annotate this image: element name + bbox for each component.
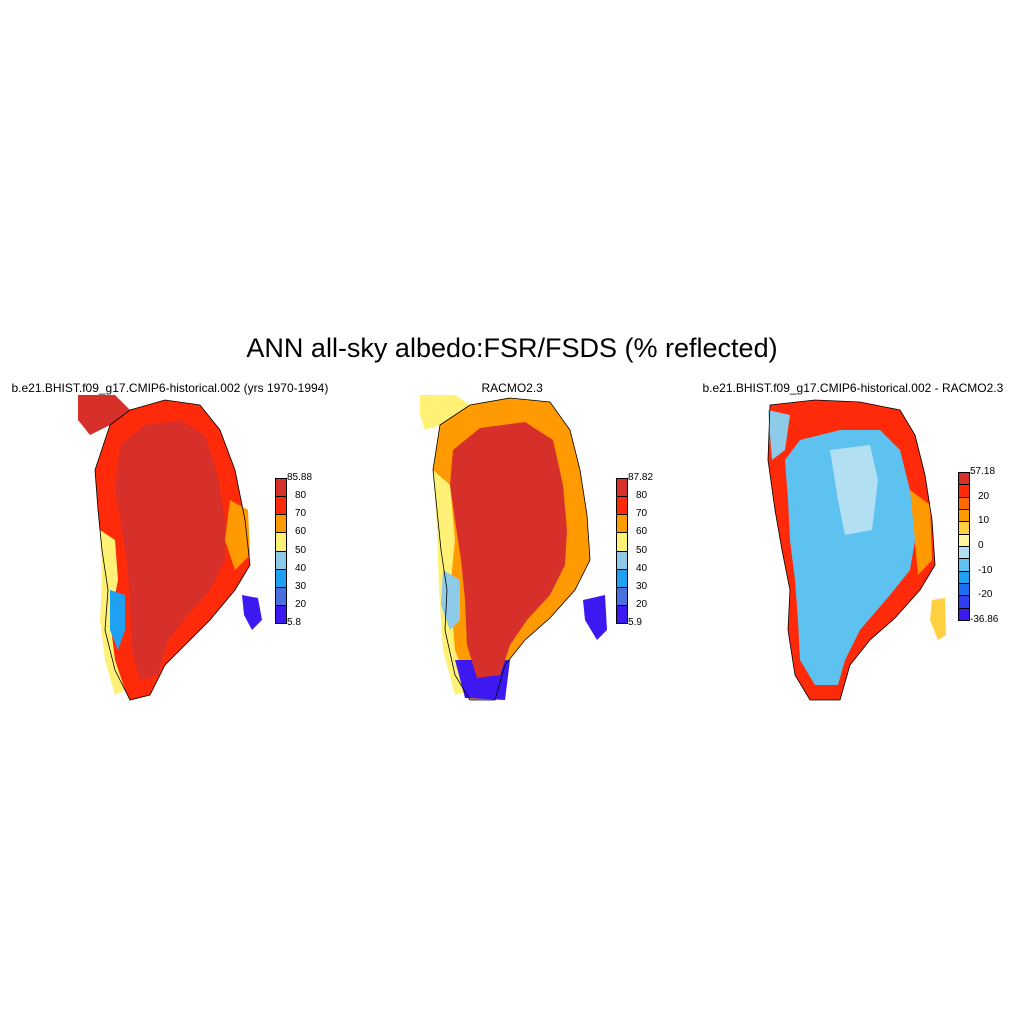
- colorbar-2-label: 30: [636, 580, 648, 592]
- panel-3-title: b.e21.BHIST.f09_g17.CMIP6-historical.002…: [702, 381, 1004, 395]
- panel-1-map: [70, 390, 270, 710]
- colorbar-1-label: 5.8: [287, 617, 301, 628]
- colorbar-1-swatch: [275, 514, 287, 534]
- map-1-interior: [115, 420, 225, 680]
- map-2-interior: [450, 422, 567, 678]
- map-2-iceland: [583, 595, 607, 640]
- greenland-map-2: [420, 395, 607, 701]
- colorbar-2-label: 60: [636, 526, 648, 538]
- colorbar-3-swatch: [958, 570, 970, 584]
- colorbar-3-swatch: [958, 496, 970, 510]
- map-2-west-coast-band: [433, 470, 470, 695]
- colorbar-2-label: 70: [636, 508, 648, 520]
- map-3-iceland: [930, 598, 946, 640]
- panel-2-map: [415, 390, 615, 710]
- map-3-northwest-cells: [768, 410, 790, 460]
- colorbar-1-label: 40: [295, 562, 307, 574]
- map-2-ellesmere-island: [420, 395, 470, 430]
- map-1-southwest-cells: [110, 590, 125, 650]
- colorbar-2-label: 20: [636, 598, 648, 610]
- colorbar-1-swatch: [275, 604, 287, 624]
- greenland-map-1: [78, 395, 262, 701]
- colorbar-1-label: 50: [295, 544, 307, 556]
- colorbar-1-swatch: [275, 532, 287, 552]
- colorbar-2-label: 80: [636, 490, 648, 502]
- map-3-interior: [785, 430, 915, 685]
- panel-2-title: RACMO2.3: [481, 381, 543, 395]
- colorbar-2-swatch: [616, 532, 628, 552]
- colorbar-1-swatch: [275, 586, 287, 606]
- colorbar-1-label: 85.88: [287, 472, 313, 483]
- colorbar-1-label: 80: [295, 490, 307, 502]
- colorbar-1-label: 30: [295, 580, 307, 592]
- colorbar-3-swatch: [958, 484, 970, 498]
- colorbar-3-label: 0: [978, 540, 984, 551]
- colorbar-2-swatch: [616, 496, 628, 516]
- map-1-ellesmere-island: [78, 395, 130, 435]
- colorbar-3-label: -20: [978, 589, 993, 601]
- colorbar-3-label: -10: [978, 564, 993, 576]
- colorbar-3-label: 57.18: [970, 466, 996, 477]
- map-1-iceland: [242, 595, 262, 630]
- colorbar-3-label: 10: [978, 515, 990, 527]
- map-1-west-coast-band: [100, 530, 125, 695]
- map-1-east-cells: [225, 500, 250, 570]
- map-1-coastline: [94, 399, 251, 701]
- colorbar-2-swatch: [616, 604, 628, 624]
- colorbar-3-swatch: [958, 595, 970, 609]
- colorbar-3-swatch: [958, 583, 970, 597]
- colorbar-3-swatch: [958, 521, 970, 535]
- colorbar-3-swatch: [958, 546, 970, 560]
- colorbar-1-label: 20: [295, 598, 307, 610]
- colorbar-2-swatch: [616, 514, 628, 534]
- colorbar-2-label: 87.82: [628, 472, 654, 483]
- colorbar-1-swatch: [275, 496, 287, 516]
- colorbar-3-swatch: [958, 509, 970, 523]
- map-3-coastline: [767, 399, 936, 701]
- colorbar-3-label: -36.86: [970, 614, 999, 625]
- colorbar-1-label: 70: [295, 508, 307, 520]
- colorbar-3-label: 20: [978, 490, 990, 502]
- colorbar-1-swatch: [275, 550, 287, 570]
- colorbar-1-label: 60: [295, 526, 307, 538]
- greenland-map-3: [767, 399, 946, 701]
- colorbar-2-swatch: [616, 586, 628, 606]
- colorbar-1-swatch: [275, 568, 287, 588]
- panel-3-map: [760, 390, 960, 710]
- colorbar-3-swatch: [958, 472, 970, 486]
- colorbar-1-swatch: [275, 478, 287, 498]
- map-3-east-cells: [910, 490, 932, 575]
- colorbar-2-label: 50: [636, 544, 648, 556]
- colorbar-2-swatch: [616, 478, 628, 498]
- map-2-coastline: [432, 397, 591, 701]
- panel-1-title: b.e21.BHIST.f09_g17.CMIP6-historical.002…: [11, 381, 329, 395]
- colorbar-2-swatch: [616, 568, 628, 588]
- colorbar-3-swatch: [958, 558, 970, 572]
- map-3-interior-light-cells: [830, 445, 878, 535]
- colorbar-2-swatch: [616, 550, 628, 570]
- colorbar-3-swatch: [958, 533, 970, 547]
- colorbar-3-swatch: [958, 607, 970, 621]
- colorbar-2-label: 40: [636, 562, 648, 574]
- colorbar-2-label: 5.9: [628, 617, 642, 628]
- figure-title: ANN all-sky albedo:FSR/FSDS (% reflected…: [246, 333, 778, 363]
